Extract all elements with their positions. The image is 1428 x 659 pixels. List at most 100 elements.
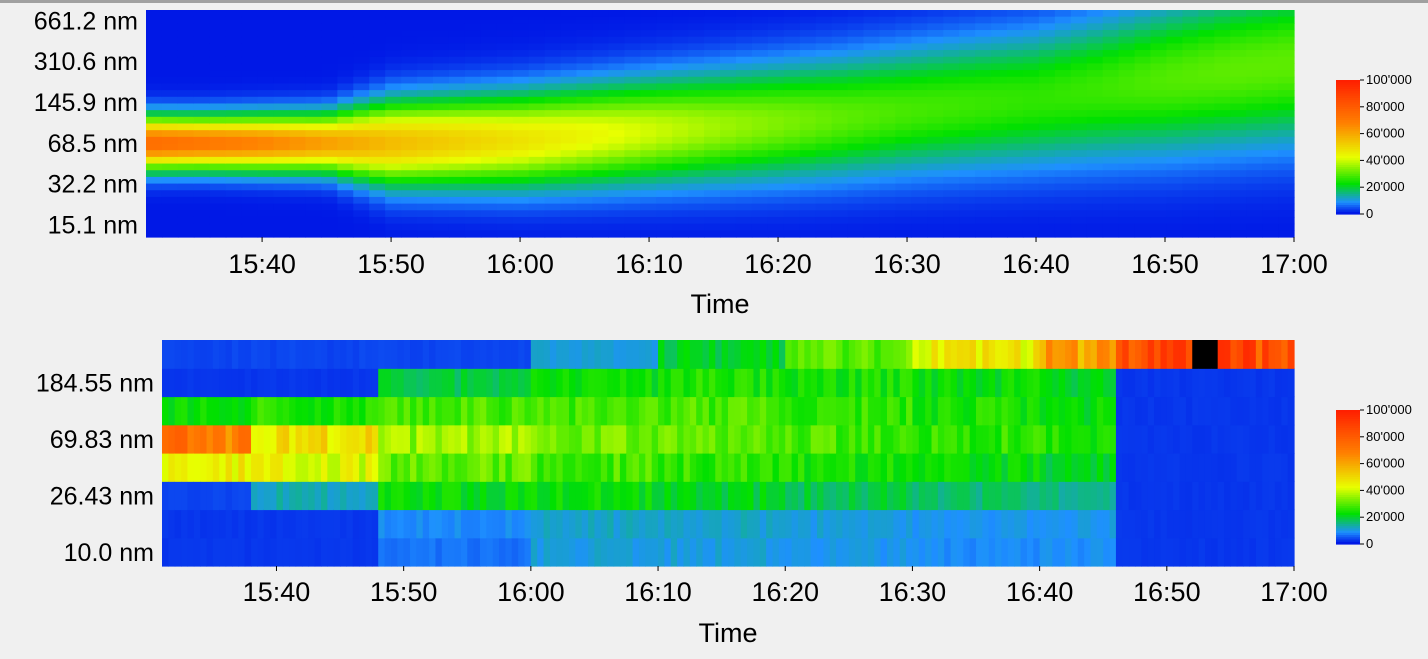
chart2-cell	[969, 396, 977, 426]
chart1-cell	[337, 130, 354, 138]
chart1-cell	[1230, 216, 1247, 225]
chart2-cell	[880, 481, 888, 511]
chart1-cell	[464, 103, 482, 111]
chart1-cell	[433, 216, 450, 225]
chart1-cell	[975, 196, 992, 205]
chart1-cell	[640, 30, 657, 38]
chart1-cell	[257, 23, 275, 31]
chart2-cell	[1160, 453, 1168, 482]
chart2-cell	[963, 453, 971, 482]
chart1-cell	[1022, 43, 1040, 51]
chart2-cell	[460, 481, 468, 511]
chart1-cell	[209, 210, 227, 218]
chart1-cell	[1102, 130, 1120, 138]
chart1-cell	[1262, 50, 1279, 58]
chart1-cell	[767, 130, 785, 138]
chart2-cell	[1141, 509, 1149, 539]
chart2-cell	[454, 396, 462, 426]
chart1-cell	[1246, 70, 1263, 78]
chart2-cell	[1211, 453, 1219, 482]
chart2-cell	[479, 481, 487, 511]
chart1-cell	[767, 110, 785, 118]
chart1-cell	[1022, 16, 1040, 24]
chart2-cell	[1096, 368, 1104, 398]
chart1-cell	[225, 150, 243, 158]
chart1-cell	[401, 43, 418, 51]
chart2-cell	[410, 396, 417, 426]
chart1-cell	[257, 103, 275, 111]
chart2-cell	[702, 340, 710, 369]
chart2-cell	[1179, 368, 1187, 398]
chart2-cell	[619, 537, 627, 567]
chart1-cell	[369, 216, 386, 225]
chart2-cell	[721, 509, 729, 539]
chart1-cell	[767, 136, 785, 145]
chart1-cell	[1214, 43, 1231, 51]
chart1-cell	[305, 216, 322, 225]
chart2-cell	[1103, 481, 1111, 511]
chart1-cell	[672, 130, 689, 138]
chart1-cell	[576, 116, 594, 125]
chart1-cell	[1118, 116, 1136, 125]
chart1-cell	[544, 196, 562, 205]
chart1-cell	[1102, 170, 1120, 178]
chart2-cell	[670, 424, 678, 454]
chart1-cell	[592, 23, 609, 31]
chart2-cell	[651, 537, 659, 567]
chart2-cell	[886, 481, 894, 511]
chart2-colorbar-band	[1336, 416, 1360, 420]
chart1-cell	[1214, 10, 1231, 18]
chart1-cell	[1102, 176, 1120, 185]
chart1-cell	[177, 110, 195, 118]
chart1-cell	[863, 63, 881, 71]
chart2-cell	[225, 453, 233, 482]
chart2-cell	[301, 340, 309, 369]
chart1-cell	[1198, 170, 1215, 178]
chart2-cell	[1103, 396, 1111, 426]
chart1-cell	[321, 223, 338, 231]
chart1-cell	[480, 10, 498, 18]
chart1-cell	[576, 96, 594, 105]
chart2-cell	[715, 537, 723, 567]
chart1-cell	[560, 136, 578, 145]
chart1-cell	[656, 36, 673, 44]
chart2-cell	[689, 509, 697, 539]
chart2-cell	[937, 509, 945, 539]
chart2-cell	[1026, 396, 1034, 426]
chart1-cell	[640, 50, 657, 58]
chart2-cell	[1128, 537, 1136, 567]
chart1-cell	[193, 190, 211, 198]
chart1-cell	[1038, 156, 1056, 165]
chart1-cell	[943, 210, 960, 218]
chart2-cell	[759, 481, 767, 511]
chart2-cell	[677, 481, 685, 511]
chart1-cell	[592, 116, 609, 125]
chart1-cell	[448, 70, 466, 78]
chart1-cell	[1086, 216, 1104, 225]
chart2-cell	[708, 396, 716, 426]
chart2-cell	[524, 537, 532, 567]
chart2-colorbar-band	[1336, 410, 1360, 413]
chart1-cell	[385, 70, 402, 78]
chart1-y-tick-label: 15.1 nm	[48, 212, 138, 240]
chart2-cell	[670, 368, 678, 398]
chart2-cell	[677, 537, 685, 567]
chart1-cell	[1102, 90, 1120, 98]
chart1-cell	[257, 110, 275, 118]
chart1-cell	[1262, 150, 1279, 158]
chart2-cell	[829, 368, 837, 398]
chart1-cell	[767, 83, 785, 91]
chart2-cell	[1166, 453, 1174, 482]
chart2-cell	[174, 453, 182, 482]
chart2-cell	[581, 537, 589, 567]
chart1-cell	[1150, 216, 1168, 225]
chart1-cell	[1230, 176, 1247, 185]
chart1-cell	[544, 83, 562, 91]
chart2-cell	[441, 340, 449, 369]
chart1-cell	[895, 30, 912, 38]
chart2-colorbar-band	[1336, 526, 1360, 529]
chart1-cell	[1054, 143, 1072, 151]
chart1-cell	[704, 203, 721, 211]
chart2-cell	[1109, 368, 1117, 398]
chart2-cell	[314, 368, 322, 398]
